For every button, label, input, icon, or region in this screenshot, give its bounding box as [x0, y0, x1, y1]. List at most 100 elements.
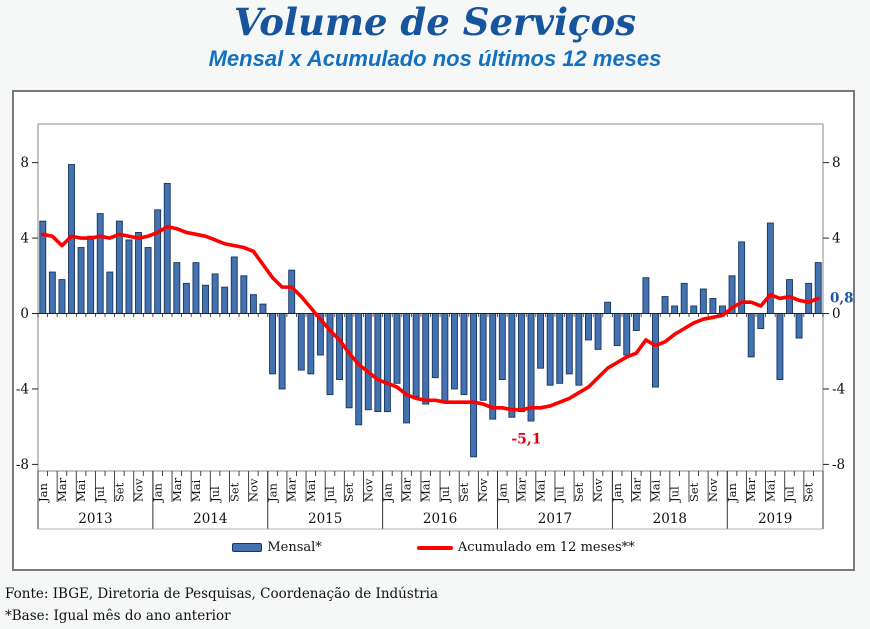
y-label-right: -8 — [832, 457, 845, 473]
month-label-jul-54: Jul — [553, 486, 567, 503]
bar-month-38 — [403, 313, 411, 424]
year-label-2016: 2016 — [423, 511, 457, 527]
month-label-jan-60: Jan — [610, 483, 624, 503]
bar-month-58 — [594, 313, 602, 350]
bar-month-51 — [527, 313, 535, 422]
month-label-mai-40: Mai — [419, 479, 433, 502]
bar-month-66 — [671, 305, 679, 314]
month-label-set-32: Set — [342, 482, 356, 502]
annotation-line-last-value: 0,8 — [830, 290, 853, 306]
bar-month-34 — [364, 313, 372, 411]
year-label-2019: 2019 — [758, 511, 792, 527]
bar-series-swatch — [232, 543, 263, 552]
y-axis-ticks — [32, 162, 829, 465]
month-label-mai-16: Mai — [189, 479, 203, 502]
bar-month-69 — [699, 288, 707, 314]
month-label-nov-46: Nov — [476, 478, 490, 502]
month-label-jan-48: Jan — [495, 483, 509, 503]
bar-month-44 — [460, 313, 468, 396]
bar-month-57 — [585, 313, 592, 341]
bar-month-23 — [259, 303, 267, 314]
bar-month-68 — [690, 305, 698, 314]
month-label-mai-4: Mai — [74, 479, 88, 502]
y-label-right: 8 — [832, 155, 841, 171]
bar-month-9 — [125, 239, 133, 314]
y-label-right: 0 — [832, 306, 841, 322]
y-label-left: 0 — [20, 306, 29, 322]
month-label-jan-0: Jan — [36, 483, 50, 503]
legend-label-mensal: Mensal* — [267, 540, 322, 555]
month-label-nov-22: Nov — [246, 478, 260, 502]
bar-month-5 — [87, 235, 95, 314]
bar-month-14 — [173, 262, 181, 314]
bar-month-49 — [508, 313, 516, 418]
bar-month-63 — [642, 277, 650, 314]
month-label-jul-66: Jul — [668, 486, 682, 503]
bar-month-70 — [709, 297, 717, 314]
bar-month-4 — [77, 247, 85, 314]
month-label-jan-36: Jan — [380, 483, 394, 503]
bar-month-20 — [230, 256, 238, 314]
bar-month-12 — [154, 209, 162, 314]
month-label-jul-30: Jul — [323, 486, 337, 503]
accumulated-line — [40, 224, 821, 412]
bar-month-19 — [221, 286, 229, 314]
y-label-left: 4 — [20, 231, 29, 247]
source-note: Fonte: IBGE, Diretoria de Pesquisas, Coo… — [5, 586, 439, 602]
bar-month-46 — [479, 313, 487, 401]
bar-month-25 — [278, 313, 286, 390]
bar-month-64 — [652, 313, 659, 388]
month-label-mar-74: Mar — [744, 477, 758, 502]
annotation-line-minimum: -5,1 — [511, 432, 541, 448]
bar-month-18 — [211, 273, 219, 314]
year-labels: 2013 2014 2015 2016 2017 2018 2019 — [78, 511, 792, 527]
bar-month-37 — [393, 313, 401, 384]
bar-month-15 — [182, 282, 190, 314]
bar-month-32 — [345, 313, 353, 409]
bar-month-56 — [575, 313, 583, 386]
bar-month-59 — [604, 301, 612, 314]
bar-month-10 — [135, 231, 142, 314]
month-label-mar-50: Mar — [514, 477, 528, 502]
legend-item-mensal: Mensal* — [232, 540, 322, 555]
month-label-mar-62: Mar — [629, 477, 643, 502]
bar-month-27 — [297, 313, 305, 371]
month-label-mai-76: Mai — [763, 479, 777, 502]
bar-month-41 — [431, 313, 439, 379]
bar-month-79 — [795, 313, 803, 339]
month-label-mai-52: Mai — [534, 479, 548, 502]
bar-month-60 — [613, 313, 621, 347]
bar-month-11 — [144, 247, 152, 314]
y-label-left: -4 — [16, 381, 29, 397]
y-label-left: -8 — [16, 457, 29, 473]
bar-month-50 — [517, 313, 525, 413]
month-label-nov-10: Nov — [132, 478, 146, 502]
bar-month-48 — [498, 313, 506, 380]
bar-month-45 — [470, 313, 478, 458]
month-label-jul-78: Jul — [782, 486, 796, 503]
y-label-right: -4 — [832, 381, 845, 397]
bar-month-65 — [661, 296, 669, 314]
base-note: *Base: Igual mês do ano anterior — [5, 608, 231, 624]
zero-axis-ticks — [37, 313, 824, 318]
bar-month-2 — [58, 279, 66, 314]
chart-legend: Mensal* Acumulado em 12 meses** — [14, 540, 853, 555]
month-label-mar-26: Mar — [285, 477, 299, 502]
y-axis-labels: 8 8 4 4 0 0 -4 -4 -8 -8 — [16, 155, 845, 473]
month-label-set-68: Set — [687, 482, 701, 502]
year-label-2018: 2018 — [653, 511, 687, 527]
month-label-nov-34: Nov — [361, 478, 375, 502]
bar-month-22 — [249, 294, 257, 314]
services-volume-chart: 8 8 4 4 0 0 -4 -4 -8 -8 Jan Mar Mai Jul Set Nov Jan Mar Ma… — [16, 123, 853, 530]
month-label-mar-2: Mar — [55, 477, 69, 502]
month-label-set-80: Set — [802, 482, 816, 502]
bar-month-31 — [336, 313, 344, 380]
month-label-set-20: Set — [227, 482, 241, 502]
monthly-bars-group — [39, 164, 822, 458]
chart-title: Volume de Serviços — [233, 0, 637, 44]
bar-month-39 — [412, 313, 420, 397]
bar-month-75 — [757, 313, 765, 330]
bar-month-53 — [546, 313, 554, 386]
bar-month-21 — [240, 275, 248, 314]
bar-month-52 — [537, 313, 545, 369]
